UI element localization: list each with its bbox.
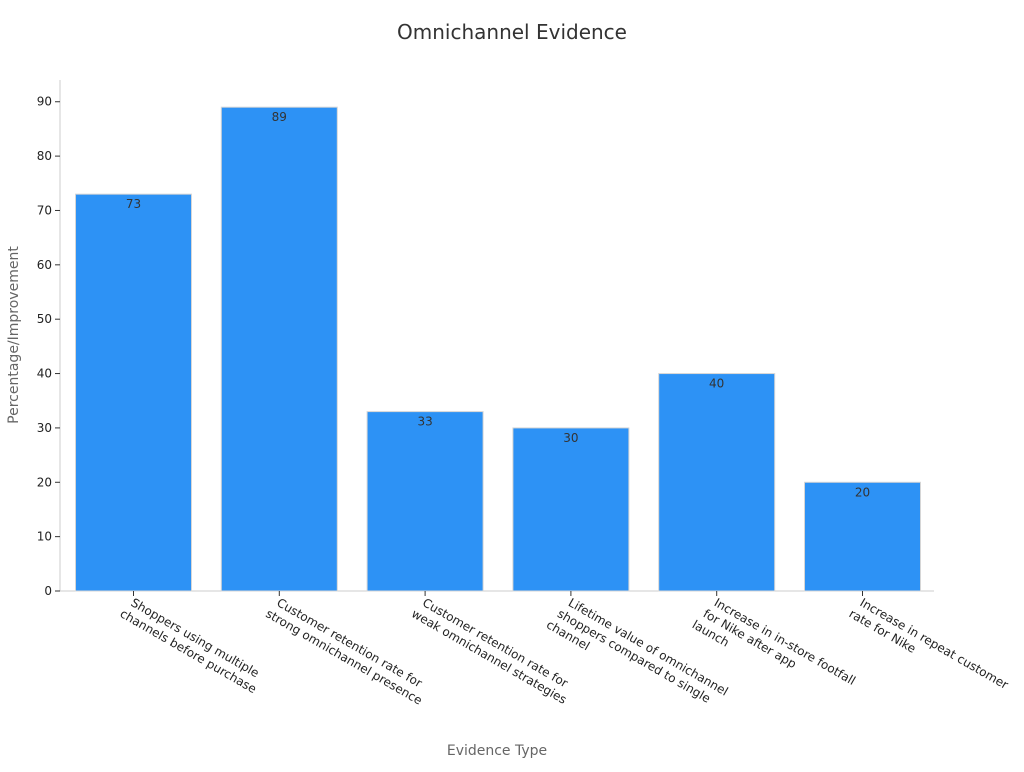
bar-value-label: 20: [855, 485, 870, 499]
x-category-label: Customer retention rate forweak omnichan…: [409, 593, 576, 706]
bar-value-label: 33: [417, 415, 432, 429]
x-category-label: Lifetime value of omnichannelshoppers co…: [544, 591, 731, 724]
y-tick-label: 40: [37, 367, 52, 381]
y-tick-label: 50: [37, 312, 52, 326]
bar: [512, 427, 630, 592]
y-tick-label: 0: [44, 584, 52, 598]
y-tick-label: 20: [37, 475, 52, 489]
plot-area: 0 10 20 30 40 50 60 70 80 90 73 Shoppers using mult…: [37, 80, 1011, 724]
x-category-label: Shoppers using multiplechannels before p…: [118, 593, 267, 696]
x-category-label: Customer retention rate forstrong omnich…: [263, 593, 432, 707]
bar-value-label: 89: [272, 110, 287, 124]
bar-value-label: 40: [709, 377, 724, 391]
bar: [75, 193, 192, 592]
bar-value-label: 73: [126, 197, 141, 211]
y-tick-label: 90: [37, 95, 52, 109]
bar-value-label: 30: [563, 431, 578, 445]
x-category-label: Increase in in-store footfallfor Nike af…: [690, 591, 858, 713]
bar: [366, 411, 484, 592]
chart-title: Omnichannel Evidence: [397, 20, 627, 44]
bar: [658, 373, 776, 592]
y-tick-label: 80: [37, 149, 52, 163]
bar: [220, 106, 338, 592]
y-axis-title: Percentage/Improvement: [6, 246, 22, 424]
y-tick-label: 60: [37, 258, 52, 272]
x-category-label: Increase in repeat customerrate for Nike: [847, 593, 1011, 705]
bar: [804, 481, 921, 592]
y-tick-label: 10: [37, 530, 52, 544]
y-tick-label: 30: [37, 421, 52, 435]
x-axis-title: Evidence Type: [447, 743, 547, 759]
y-tick-label: 70: [37, 203, 52, 217]
